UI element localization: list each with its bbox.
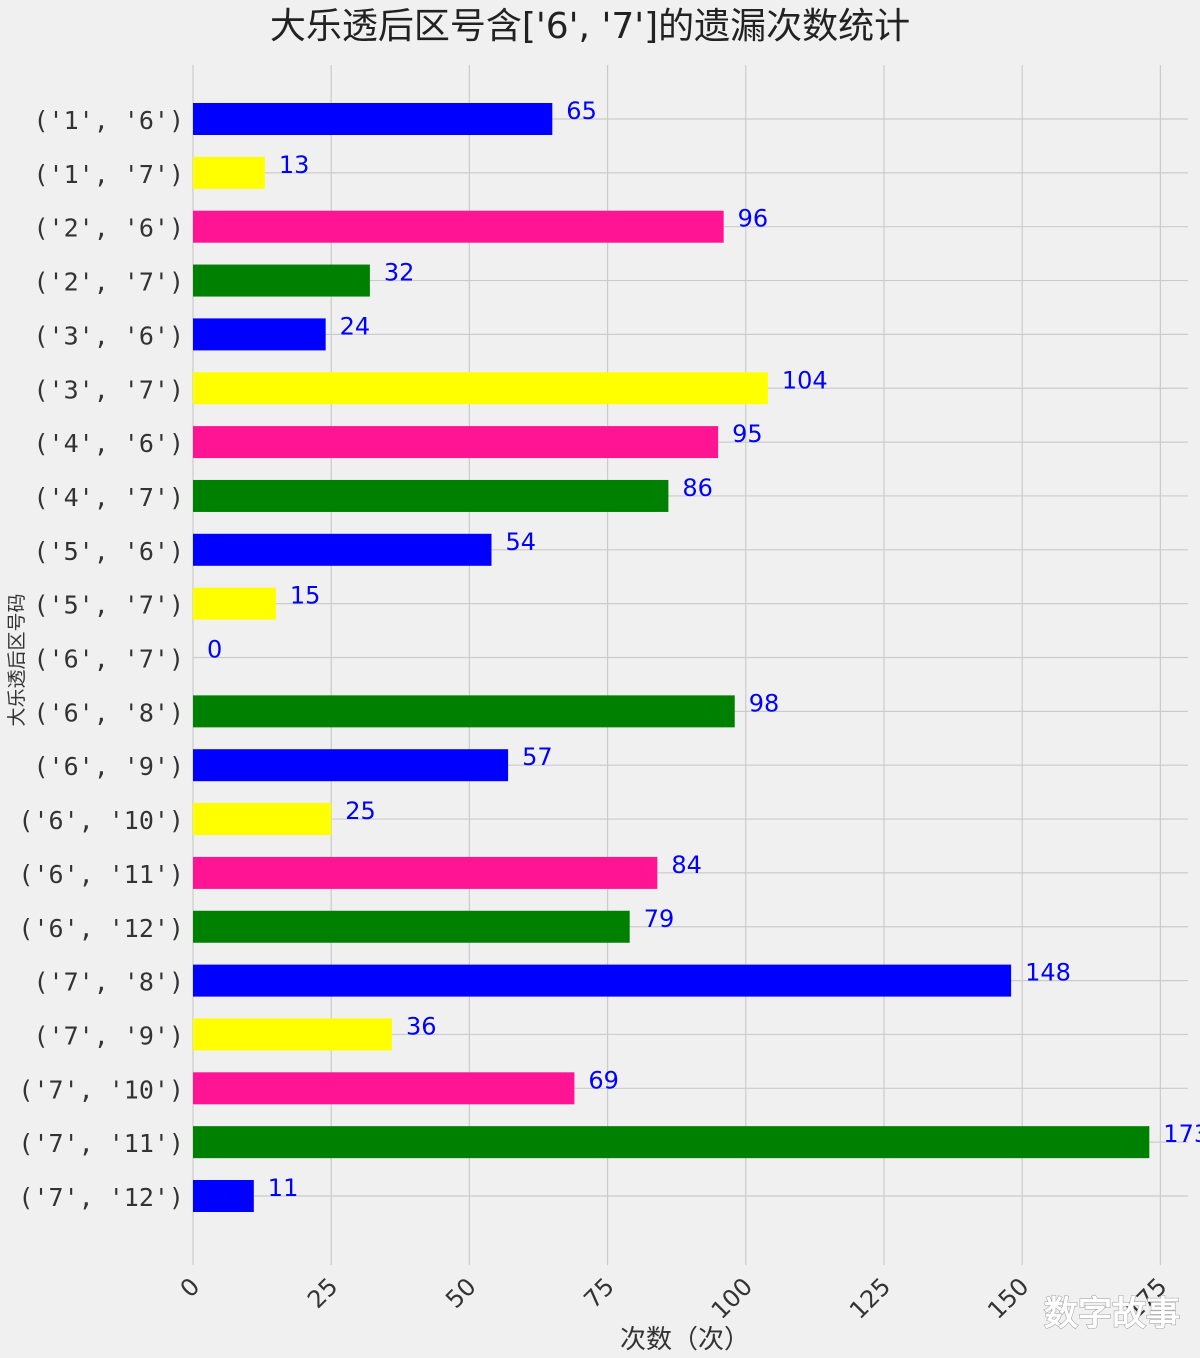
bar bbox=[193, 156, 265, 189]
bar bbox=[193, 318, 326, 351]
bar bbox=[193, 749, 509, 782]
bar-value-label: 173 bbox=[1163, 1120, 1200, 1148]
bar bbox=[193, 964, 1012, 997]
bar-value-label: 0 bbox=[207, 636, 222, 664]
bar bbox=[193, 803, 332, 836]
y-tick-label: ('2', '6') bbox=[33, 214, 184, 243]
x-tick-label: 50 bbox=[440, 1272, 481, 1313]
bar-value-label: 24 bbox=[340, 312, 371, 340]
y-tick-label: ('3', '7') bbox=[33, 375, 184, 404]
bar-value-label: 95 bbox=[732, 420, 763, 448]
bar-value-label: 84 bbox=[671, 851, 702, 879]
y-tick-label: ('7', '10') bbox=[18, 1075, 184, 1104]
y-tick-label: ('7', '12') bbox=[18, 1183, 184, 1212]
bar bbox=[193, 1180, 254, 1212]
bar-value-label: 13 bbox=[279, 151, 310, 179]
y-tick-labels: ('1', '6') ('1', '7') ('2', '6') ('2', '7')… bbox=[18, 106, 184, 1212]
y-tick-label: ('7', '9') bbox=[33, 1021, 184, 1050]
y-tick-label: ('3', '6') bbox=[33, 321, 184, 350]
bar bbox=[193, 856, 658, 889]
y-tick-label: ('1', '7') bbox=[33, 160, 184, 189]
x-tick-label: 125 bbox=[844, 1272, 896, 1324]
bar-value-labels: 65 13 96 32 24 104 95 86 54 15 0 98 57 25 84 79 148 36 69 1… bbox=[207, 97, 1200, 1202]
y-tick-label: ('6', '10') bbox=[18, 806, 184, 835]
y-tick-label: ('7', '11') bbox=[18, 1129, 184, 1158]
bar bbox=[193, 210, 724, 243]
bar bbox=[193, 372, 768, 405]
bar-value-label: 25 bbox=[345, 797, 376, 825]
bar bbox=[193, 695, 735, 728]
bar-value-label: 69 bbox=[588, 1066, 619, 1094]
bar-value-label: 104 bbox=[782, 366, 828, 394]
y-axis-label: 大乐透后区号码 bbox=[6, 593, 28, 726]
bar-value-label: 98 bbox=[749, 689, 780, 717]
bar bbox=[193, 103, 553, 135]
bars bbox=[193, 103, 1150, 1212]
bar bbox=[193, 533, 492, 566]
bar-value-label: 79 bbox=[644, 905, 675, 933]
y-tick-label: ('6', '11') bbox=[18, 860, 184, 889]
bar-value-label: 15 bbox=[290, 582, 321, 610]
chart-title: 大乐透后区号含['6', '7']的遗漏次数统计 bbox=[270, 6, 910, 47]
bar-value-label: 65 bbox=[566, 97, 597, 125]
y-tick-label: ('6', '7') bbox=[33, 645, 184, 674]
bar-value-label: 57 bbox=[522, 743, 553, 771]
bar-value-label: 148 bbox=[1025, 959, 1071, 987]
y-tick-label: ('2', '7') bbox=[33, 268, 184, 297]
bar bbox=[193, 426, 719, 459]
y-tick-label: ('6', '12') bbox=[18, 914, 184, 943]
bar bbox=[193, 264, 370, 297]
y-tick-label: ('6', '9') bbox=[33, 752, 184, 781]
x-tick-labels: 0 25 50 75 100 125 150 175 bbox=[175, 1272, 1173, 1324]
x-tick-label: 100 bbox=[706, 1272, 758, 1324]
bar bbox=[193, 910, 630, 943]
y-tick-label: ('4', '7') bbox=[33, 483, 184, 512]
y-tick-label: ('5', '6') bbox=[33, 537, 184, 566]
bar-value-label: 96 bbox=[738, 205, 769, 233]
y-tick-label: ('7', '8') bbox=[33, 968, 184, 997]
bar-value-label: 54 bbox=[506, 528, 537, 556]
x-tick-label: 150 bbox=[982, 1272, 1034, 1324]
bar-value-label: 36 bbox=[406, 1012, 437, 1040]
bar bbox=[193, 1126, 1150, 1159]
bar-value-label: 86 bbox=[682, 474, 713, 502]
watermark: 数字故事 bbox=[1044, 1294, 1180, 1334]
x-tick-label: 25 bbox=[302, 1272, 343, 1313]
y-tick-label: ('1', '6') bbox=[33, 106, 184, 135]
bar bbox=[193, 479, 669, 512]
x-tick-label: 0 bbox=[175, 1272, 206, 1303]
bar bbox=[193, 587, 276, 620]
bar-value-label: 32 bbox=[384, 259, 415, 287]
bar bbox=[193, 1072, 575, 1105]
bar bbox=[193, 1018, 392, 1051]
x-tick-label: 75 bbox=[578, 1272, 619, 1313]
bar-value-label: 11 bbox=[268, 1174, 299, 1202]
y-tick-label: ('4', '6') bbox=[33, 429, 184, 458]
y-tick-label: ('5', '7') bbox=[33, 591, 184, 620]
y-tick-label: ('6', '8') bbox=[33, 698, 184, 727]
x-axis-label: 次数（次） bbox=[620, 1325, 750, 1355]
